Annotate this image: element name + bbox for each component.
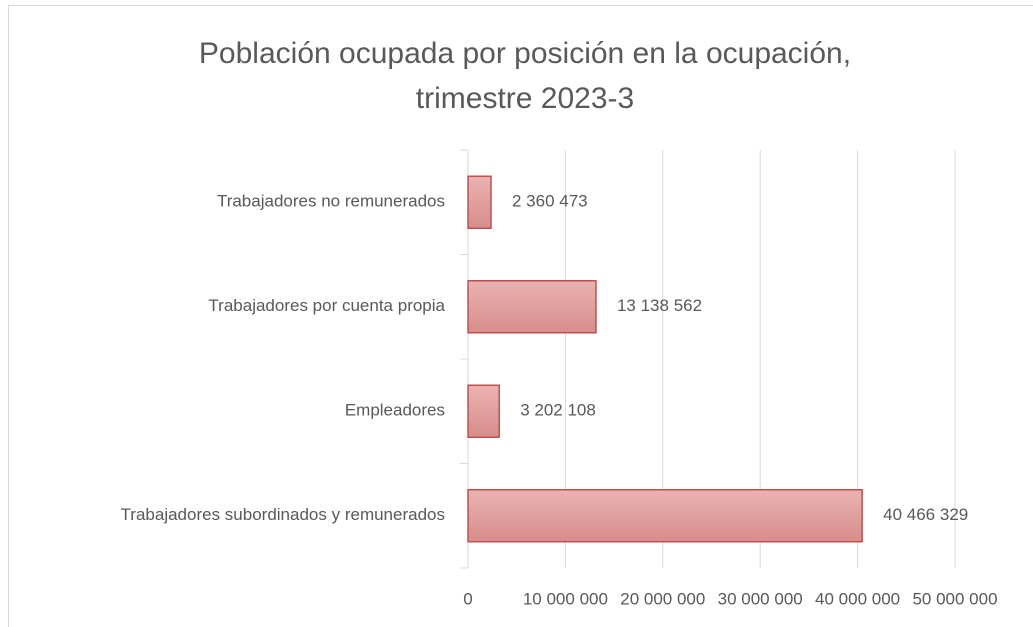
data-label: 40 466 329	[883, 505, 968, 524]
data-label: 3 202 108	[520, 401, 596, 420]
x-tick-label: 50 000 000	[912, 589, 997, 608]
y-tick-label: Trabajadores subordinados y remunerados	[121, 505, 445, 524]
bar	[467, 175, 492, 229]
data-label: 13 138 562	[617, 296, 702, 315]
y-tick-label: Trabajadores no remunerados	[217, 192, 445, 211]
data-label: 2 360 473	[512, 192, 588, 211]
bar	[467, 489, 863, 543]
y-tick-label: Trabajadores por cuenta propia	[208, 296, 445, 315]
x-tick-label: 20 000 000	[620, 589, 705, 608]
chart-subtitle: trimestre 2023-3	[416, 82, 634, 115]
x-tick-label: 10 000 000	[523, 589, 608, 608]
chart-title: Población ocupada por posición en la ocu…	[199, 37, 851, 70]
x-tick-label: 0	[463, 589, 472, 608]
bar	[467, 280, 597, 334]
y-tick-label: Empleadores	[345, 401, 445, 420]
bar	[467, 384, 500, 438]
x-tick-label: 30 000 000	[718, 589, 803, 608]
x-tick-label: 40 000 000	[815, 589, 900, 608]
